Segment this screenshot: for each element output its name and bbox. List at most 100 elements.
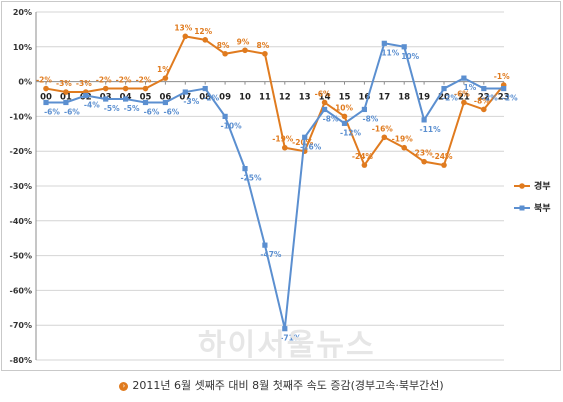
data-point (63, 99, 69, 106)
data-label: -4% (84, 101, 100, 110)
data-label: -10% (221, 121, 243, 130)
data-point (401, 144, 408, 151)
y-tick-label: 0% (18, 78, 32, 87)
watermark: 하이서울뉴스 (198, 328, 376, 363)
data-label: -3% (56, 79, 72, 88)
data-point (222, 113, 228, 119)
y-tick-label: -20% (10, 147, 32, 156)
data-point (302, 134, 308, 140)
data-label: -11% (420, 125, 442, 134)
caption-text: 2011년 6월 셋째주 대비 8월 첫째주 속도 증감(경부고속·북부간선) (132, 379, 444, 392)
data-point (282, 326, 288, 332)
data-label: -47% (260, 250, 282, 259)
legend-marker (519, 183, 525, 189)
x-tick-label: 14 (319, 93, 331, 103)
y-tick-label: -40% (10, 217, 32, 226)
data-point (103, 96, 109, 102)
data-point (461, 75, 467, 81)
data-point (481, 85, 487, 92)
data-point (361, 106, 367, 113)
y-tick-label: -60% (10, 286, 32, 295)
data-point (142, 85, 149, 92)
data-label: -2% (482, 94, 498, 103)
y-tick-label: -10% (10, 112, 32, 121)
data-label: -8% (474, 96, 490, 105)
y-tick-label: -70% (10, 321, 32, 330)
legend-marker (519, 205, 525, 211)
data-label: -6% (44, 107, 60, 116)
data-label: -2% (36, 76, 52, 85)
x-tick-label: 20 (438, 93, 450, 103)
data-label: -23% (412, 149, 434, 158)
data-point (481, 106, 487, 113)
data-label: -20% (292, 138, 314, 147)
data-label: 8% (257, 41, 270, 50)
data-label: 8% (217, 41, 230, 50)
data-point (43, 99, 49, 106)
x-tick-label: 09 (219, 93, 231, 103)
data-label: 1% (464, 83, 477, 92)
data-point (321, 99, 328, 106)
data-label: -6% (144, 107, 160, 116)
data-label: 9% (237, 37, 250, 46)
data-point (441, 162, 447, 168)
data-point (222, 50, 228, 57)
x-tick-label: 00 (40, 93, 52, 103)
data-point (461, 99, 467, 106)
data-point (242, 47, 248, 54)
data-point (262, 242, 268, 248)
data-label: -8% (362, 114, 378, 123)
caption-bullet-icon: › (119, 382, 129, 391)
x-tick-label: 10 (239, 93, 251, 103)
data-point (83, 92, 89, 99)
x-tick-label: 21 (458, 93, 470, 103)
data-point (361, 162, 368, 168)
data-point (401, 44, 407, 50)
data-point (441, 85, 447, 92)
data-label: -10% (332, 103, 354, 112)
data-point (122, 85, 129, 92)
y-tick-label: 10% (13, 43, 32, 52)
x-tick-label: 05 (140, 93, 152, 103)
x-tick-label: 17 (378, 93, 390, 103)
data-label: -2% (96, 76, 112, 85)
data-point (102, 85, 109, 92)
x-tick-label: 08 (199, 93, 211, 103)
data-label: -25% (240, 174, 262, 183)
data-label: -6% (64, 107, 80, 116)
data-point (162, 99, 168, 106)
data-label: -2% (203, 94, 219, 103)
data-point (43, 85, 49, 92)
data-label: -2% (442, 94, 458, 103)
data-label: 11% (381, 48, 399, 57)
data-point (142, 99, 149, 106)
legend-label: 경부 (534, 180, 551, 192)
data-point (162, 75, 169, 81)
data-label: -19% (392, 135, 414, 144)
chart-frame: -80% -70% -60% -50% -40% -30% -20% -10% 0% 10% 20%… (1, 1, 561, 371)
x-tick-label: 06 (159, 93, 171, 103)
x-tick-label: 11 (259, 93, 271, 103)
data-label: -16% (372, 124, 394, 133)
data-point (202, 85, 208, 92)
data-label: -3% (76, 79, 92, 88)
x-tick-label: 22 (478, 93, 490, 103)
data-label: 1% (157, 65, 170, 74)
x-tick-label: 01 (60, 93, 72, 103)
x-tick-label: 12 (279, 93, 291, 103)
data-point (341, 113, 348, 120)
data-point (381, 134, 388, 141)
data-label: 10% (401, 52, 419, 61)
line-chart: -80% -70% -60% -50% -40% -30% -20% -10% 0% 10% 20%… (10, 8, 551, 365)
x-tick-label: 07 (179, 93, 191, 103)
data-point (381, 40, 387, 46)
data-label: -2% (502, 94, 518, 103)
data-label: -71% (280, 334, 302, 343)
data-label: 13% (174, 23, 192, 32)
data-label: -5% (124, 104, 140, 113)
data-label: 12% (194, 27, 212, 36)
data-point (421, 158, 427, 165)
data-label: -16% (300, 142, 322, 151)
data-point (182, 89, 188, 95)
x-tick-label: 18 (398, 93, 410, 103)
